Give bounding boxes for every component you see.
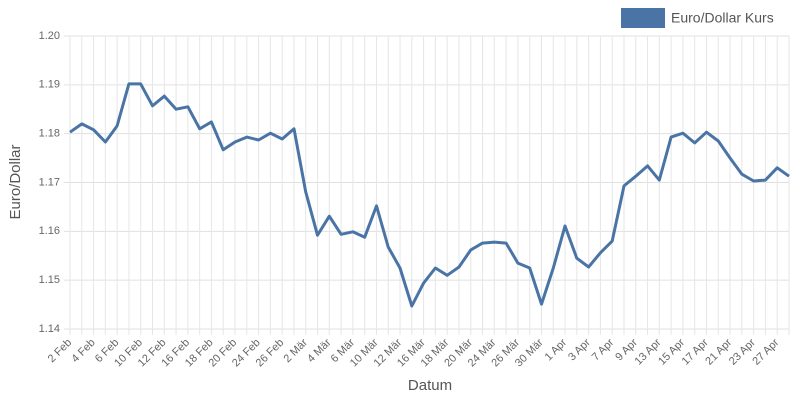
y-tick-label: 1.14 — [39, 323, 60, 335]
x-tick-label: 1 Apr — [543, 336, 570, 363]
y-axis-title: Euro/Dollar — [7, 144, 24, 219]
y-tick-label: 1.20 — [39, 30, 60, 42]
line — [69, 82, 790, 308]
legend-label: Euro/Dollar Kurs — [671, 10, 774, 26]
x-tick-label: 4 Mär — [305, 336, 334, 365]
x-tick-label: 3 Apr — [566, 336, 593, 363]
x-tick-label: 2 Mär — [282, 336, 311, 365]
x-tick-label: 2 Feb — [46, 337, 74, 365]
x-axis-title: Datum — [408, 377, 452, 394]
x-tick-label: 4 Feb — [69, 337, 97, 365]
legend-swatch — [621, 8, 665, 28]
y-tick-label: 1.18 — [39, 128, 60, 140]
x-tick-label: 27 Apr — [750, 336, 781, 367]
y-tick-label: 1.16 — [39, 225, 60, 237]
x-tick-label: 7 Apr — [590, 336, 617, 363]
y-tick-label: 1.17 — [39, 176, 60, 188]
y-tick-label: 1.19 — [39, 79, 60, 91]
y-tick-label: 1.15 — [39, 274, 60, 286]
